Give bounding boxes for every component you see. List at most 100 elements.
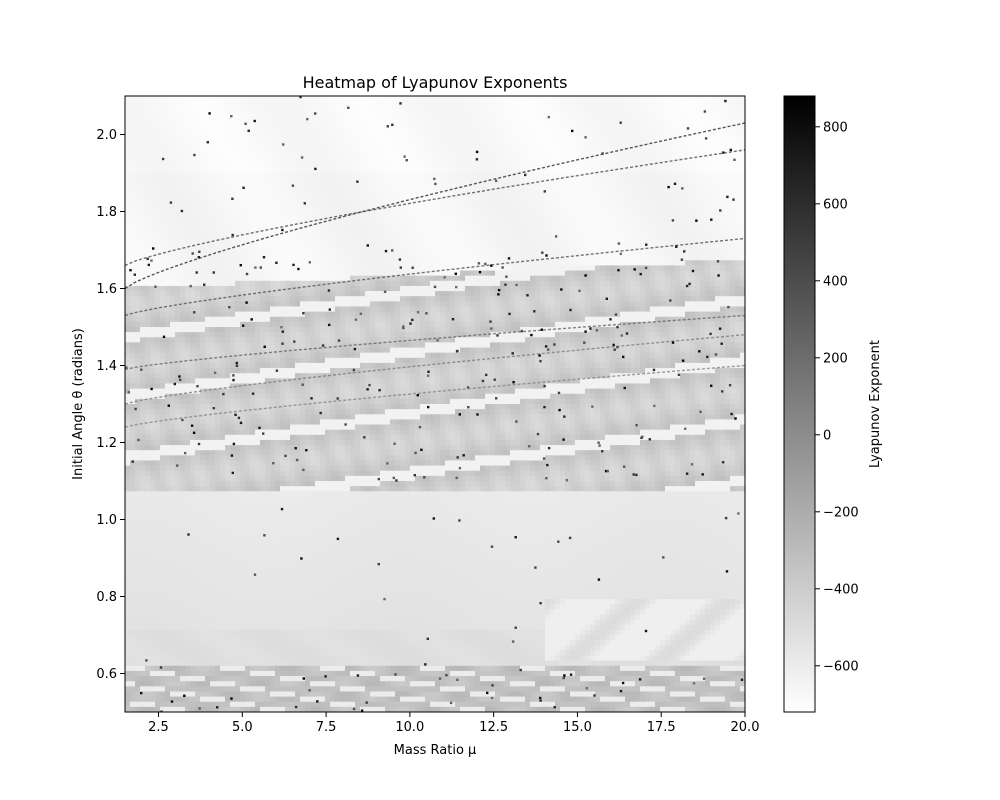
heatmap-cell — [195, 265, 201, 272]
heatmap-cell — [305, 255, 311, 261]
heatmap-cell — [390, 126, 396, 133]
heatmap-cell — [535, 198, 541, 205]
heatmap-cell — [230, 157, 236, 164]
heatmap-cell — [245, 244, 251, 251]
heatmap-cell — [175, 198, 181, 205]
heatmap-cell — [345, 203, 351, 210]
heatmap-cell — [685, 193, 691, 200]
heatmap-cell — [450, 285, 456, 292]
heatmap-cell — [705, 208, 711, 215]
heatmap-cell — [430, 229, 436, 236]
heatmap-cell — [620, 219, 626, 225]
heatmap-cell — [350, 234, 356, 241]
heatmap-cell — [450, 208, 456, 215]
heatmap-cell — [340, 250, 346, 256]
heatmap-cell — [265, 142, 271, 148]
heatmap-cell — [460, 121, 466, 128]
heatmap-cell — [475, 131, 481, 138]
heatmap-cell — [150, 173, 156, 179]
heatmap-cell — [335, 214, 341, 220]
heatmap-cell — [690, 137, 696, 143]
heatmap-cell — [145, 208, 151, 215]
heatmap-cell — [130, 239, 136, 246]
heatmap-cell — [380, 208, 386, 215]
heatmap-cell — [225, 162, 231, 169]
heatmap-cell — [465, 121, 471, 128]
heatmap-cell — [405, 188, 411, 195]
heatmap-cell — [185, 167, 191, 174]
heatmap-cell — [590, 214, 596, 220]
heatmap-cell — [540, 137, 546, 143]
heatmap-cell — [370, 219, 376, 225]
heatmap-cell — [585, 208, 591, 215]
heatmap-cell — [250, 152, 256, 159]
heatmap-cell — [160, 203, 166, 210]
heatmap-cell — [240, 280, 246, 287]
heatmap-cell — [205, 162, 211, 169]
heatmap-cell — [260, 285, 266, 292]
heatmap-cell — [630, 255, 636, 261]
heatmap-cell — [165, 270, 171, 277]
heatmap-cell — [135, 106, 141, 112]
heatmap-cell — [640, 152, 646, 159]
heatmap-cell — [655, 203, 661, 210]
heatmap-cell — [545, 214, 551, 220]
heatmap-cell — [675, 101, 681, 107]
heatmap-cell — [455, 270, 461, 277]
heatmap-cell — [300, 178, 306, 184]
heatmap-cell — [320, 173, 326, 179]
heatmap-cell — [720, 126, 726, 133]
heatmap-cell — [620, 106, 626, 112]
heatmap-cell — [175, 244, 181, 251]
heatmap-cell — [405, 111, 411, 118]
heatmap-cell — [715, 255, 721, 261]
heatmap-cell — [705, 214, 711, 220]
heatmap-cell — [705, 183, 711, 189]
heatmap-cell — [435, 173, 441, 179]
heatmap-cell — [280, 121, 286, 128]
heatmap-cell — [630, 219, 636, 225]
heatmap-cell — [285, 255, 291, 261]
heatmap-cell — [175, 301, 181, 308]
heatmap-cell — [665, 260, 671, 266]
heatmap-cell — [325, 234, 331, 241]
heatmap-cell — [160, 116, 166, 123]
heatmap-cell — [285, 296, 291, 302]
heatmap-cell — [180, 152, 186, 159]
heatmap-cell — [370, 101, 376, 107]
heatmap-cell — [660, 193, 666, 200]
heatmap-cell — [260, 260, 266, 266]
heatmap-cell — [365, 219, 371, 225]
heatmap-cell — [430, 203, 436, 210]
heatmap-cell — [420, 167, 426, 174]
heatmap-cell — [245, 193, 251, 200]
heatmap-cell — [355, 244, 361, 251]
heatmap-cell — [595, 219, 601, 225]
heatmap-cell — [595, 137, 601, 143]
heatmap-cell — [270, 193, 276, 200]
heatmap-cell — [480, 214, 486, 220]
heatmap-cell — [545, 280, 551, 287]
heatmap-cell — [405, 101, 411, 107]
heatmap-cell — [235, 285, 241, 292]
heatmap-cell — [475, 255, 481, 261]
heatmap-cell — [320, 193, 326, 200]
heatmap-cell — [425, 203, 431, 210]
heatmap-cell — [505, 126, 511, 133]
heatmap-cell — [275, 116, 281, 123]
heatmap-cell — [505, 291, 511, 297]
heatmap-cell — [705, 229, 711, 236]
heatmap-cell — [415, 188, 421, 195]
heatmap-cell — [505, 219, 511, 225]
heatmap-cell — [560, 178, 566, 184]
heatmap-cell — [565, 111, 571, 118]
heatmap-cell — [700, 193, 706, 200]
heatmap-cell — [555, 229, 561, 236]
heatmap-cell — [385, 137, 391, 143]
heatmap-cell — [280, 111, 286, 118]
heatmap-cell — [565, 152, 571, 159]
heatmap-cell — [670, 167, 676, 174]
heatmap-cell — [400, 142, 406, 148]
heatmap-cell — [510, 239, 516, 246]
heatmap-cell — [680, 219, 686, 225]
